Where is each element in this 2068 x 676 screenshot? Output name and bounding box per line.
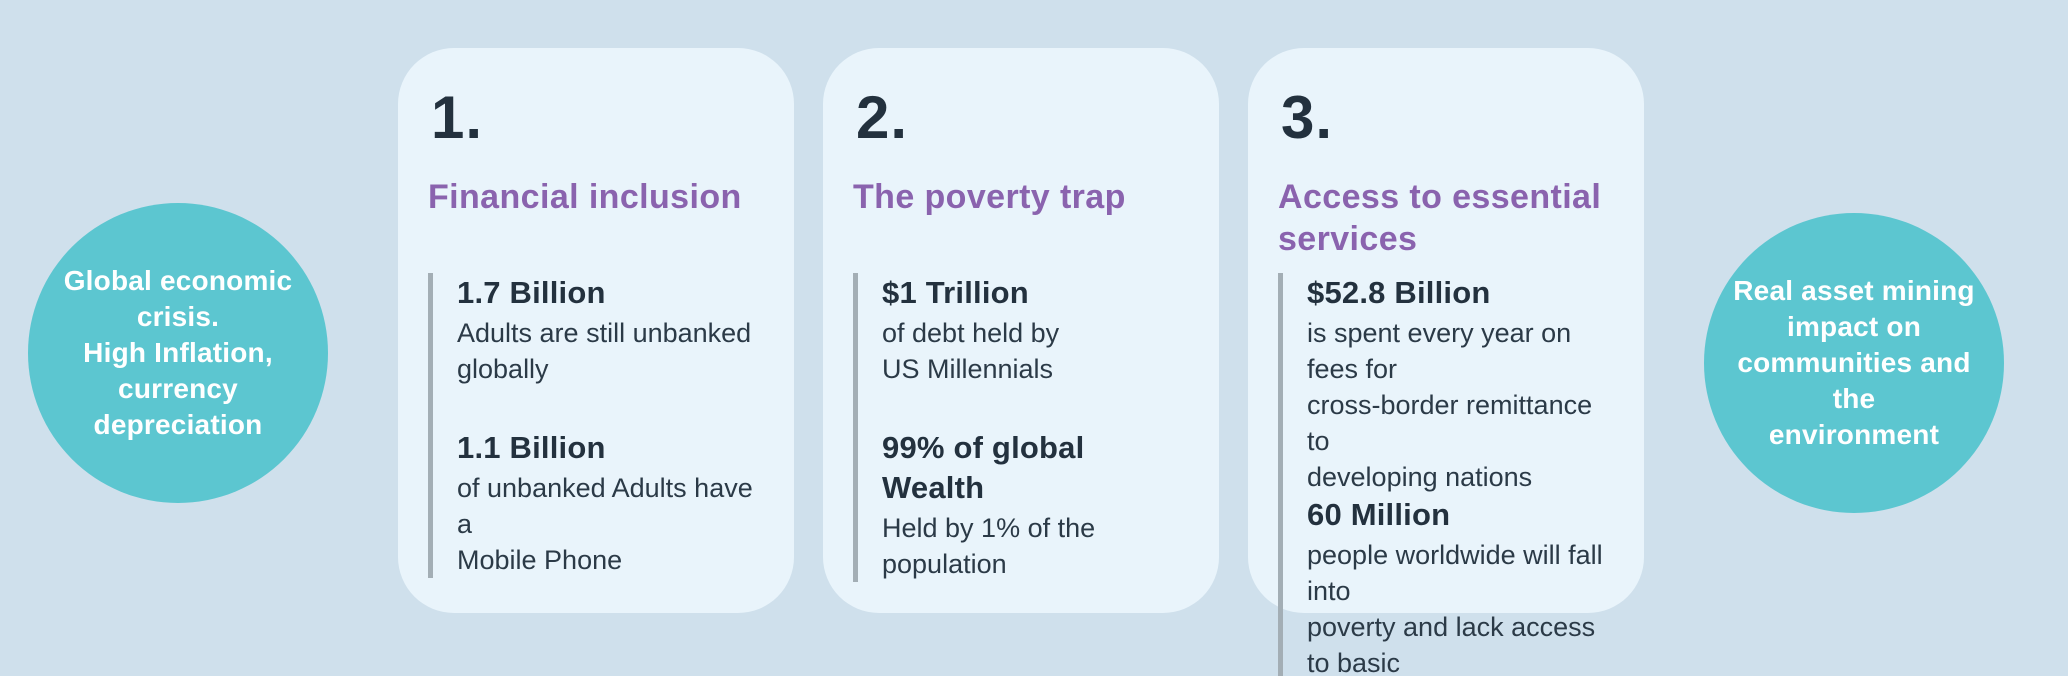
stat-block: $52.8 Billion is spent every year on fee… bbox=[1278, 273, 1606, 495]
card-poverty-trap: 2. The poverty trap $1 Trillion of debt … bbox=[823, 48, 1219, 613]
right-circle-text: Real asset mining impact on communities … bbox=[1733, 275, 1975, 450]
card-access-essential-services: 3. Access to essential services $52.8 Bi… bbox=[1248, 48, 1644, 676]
stat-block: 1.7 Billion Adults are still unbanked gl… bbox=[428, 273, 756, 428]
stat-value: 60 Million bbox=[1307, 497, 1451, 532]
stat-description: Held by 1% of the population bbox=[882, 513, 1096, 579]
stat-value: $52.8 Billion bbox=[1307, 275, 1491, 310]
stat-value: 99% of global Wealth bbox=[882, 430, 1085, 505]
stat-description: of unbanked Adults have a Mobile Phone bbox=[457, 473, 753, 575]
card-stats: $52.8 Billion is spent every year on fee… bbox=[1278, 273, 1606, 676]
right-circle: Real asset mining impact on communities … bbox=[1704, 213, 2004, 513]
stat-block: $1 Trillion of debt held by US Millennia… bbox=[853, 273, 1181, 428]
stat-block: 1.1 Billion of unbanked Adults have a Mo… bbox=[428, 428, 756, 578]
stat-description: of debt held by US Millennials bbox=[882, 318, 1060, 384]
card-stats: 1.7 Billion Adults are still unbanked gl… bbox=[428, 273, 756, 578]
left-circle: Global economic crisis. High Inflation, … bbox=[28, 203, 328, 503]
card-number: 3. bbox=[1281, 84, 1334, 151]
stat-value: $1 Trillion bbox=[882, 275, 1029, 310]
card-number: 1. bbox=[431, 84, 484, 151]
card-financial-inclusion: 1. Financial inclusion 1.7 Billion Adult… bbox=[398, 48, 794, 613]
card-title: Access to essential services bbox=[1278, 178, 1602, 258]
card-stats: $1 Trillion of debt held by US Millennia… bbox=[853, 273, 1181, 582]
stat-value: 1.1 Billion bbox=[457, 430, 606, 465]
cards-row: 1. Financial inclusion 1.7 Billion Adult… bbox=[398, 48, 1644, 676]
left-circle-text: Global economic crisis. High Inflation, … bbox=[63, 265, 293, 440]
stat-description: people worldwide will fall into poverty … bbox=[1307, 540, 1603, 676]
stat-block: 60 Million people worldwide will fall in… bbox=[1278, 495, 1606, 676]
card-title: The poverty trap bbox=[853, 178, 1126, 216]
card-number: 2. bbox=[856, 84, 909, 151]
stat-block: 99% of global Wealth Held by 1% of the p… bbox=[853, 428, 1181, 582]
stat-description: Adults are still unbanked globally bbox=[457, 318, 752, 384]
card-title: Financial inclusion bbox=[428, 178, 742, 216]
stat-value: 1.7 Billion bbox=[457, 275, 606, 310]
stat-description: is spent every year on fees for cross-bo… bbox=[1307, 318, 1593, 492]
